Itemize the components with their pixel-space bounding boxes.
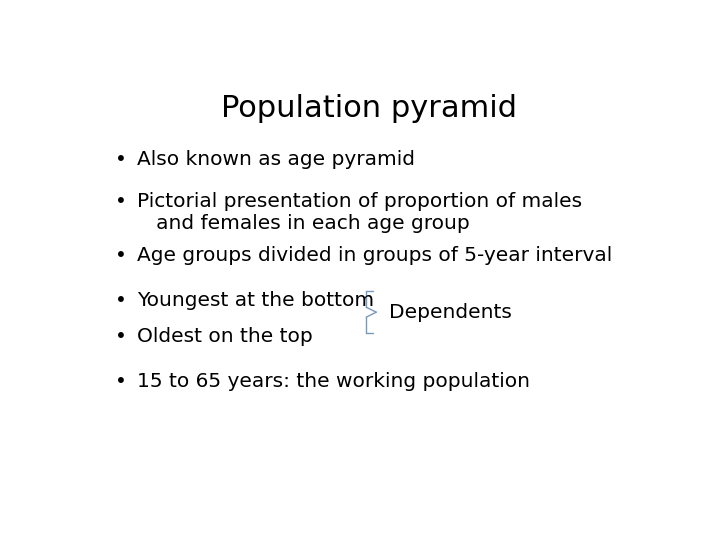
Text: Also known as age pyramid: Also known as age pyramid — [138, 150, 415, 169]
Text: Age groups divided in groups of 5-year interval: Age groups divided in groups of 5-year i… — [138, 246, 613, 265]
Text: 15 to 65 years: the working population: 15 to 65 years: the working population — [138, 373, 531, 392]
Text: Dependents: Dependents — [389, 303, 511, 322]
Text: •: • — [114, 150, 127, 169]
Text: •: • — [114, 292, 127, 310]
Text: Oldest on the top: Oldest on the top — [138, 327, 313, 346]
Text: Youngest at the bottom: Youngest at the bottom — [138, 292, 374, 310]
Text: •: • — [114, 192, 127, 211]
Text: Population pyramid: Population pyramid — [221, 94, 517, 123]
Text: •: • — [114, 246, 127, 265]
Text: •: • — [114, 327, 127, 346]
Text: Pictorial presentation of proportion of males
   and females in each age group: Pictorial presentation of proportion of … — [138, 192, 582, 233]
Text: •: • — [114, 373, 127, 392]
